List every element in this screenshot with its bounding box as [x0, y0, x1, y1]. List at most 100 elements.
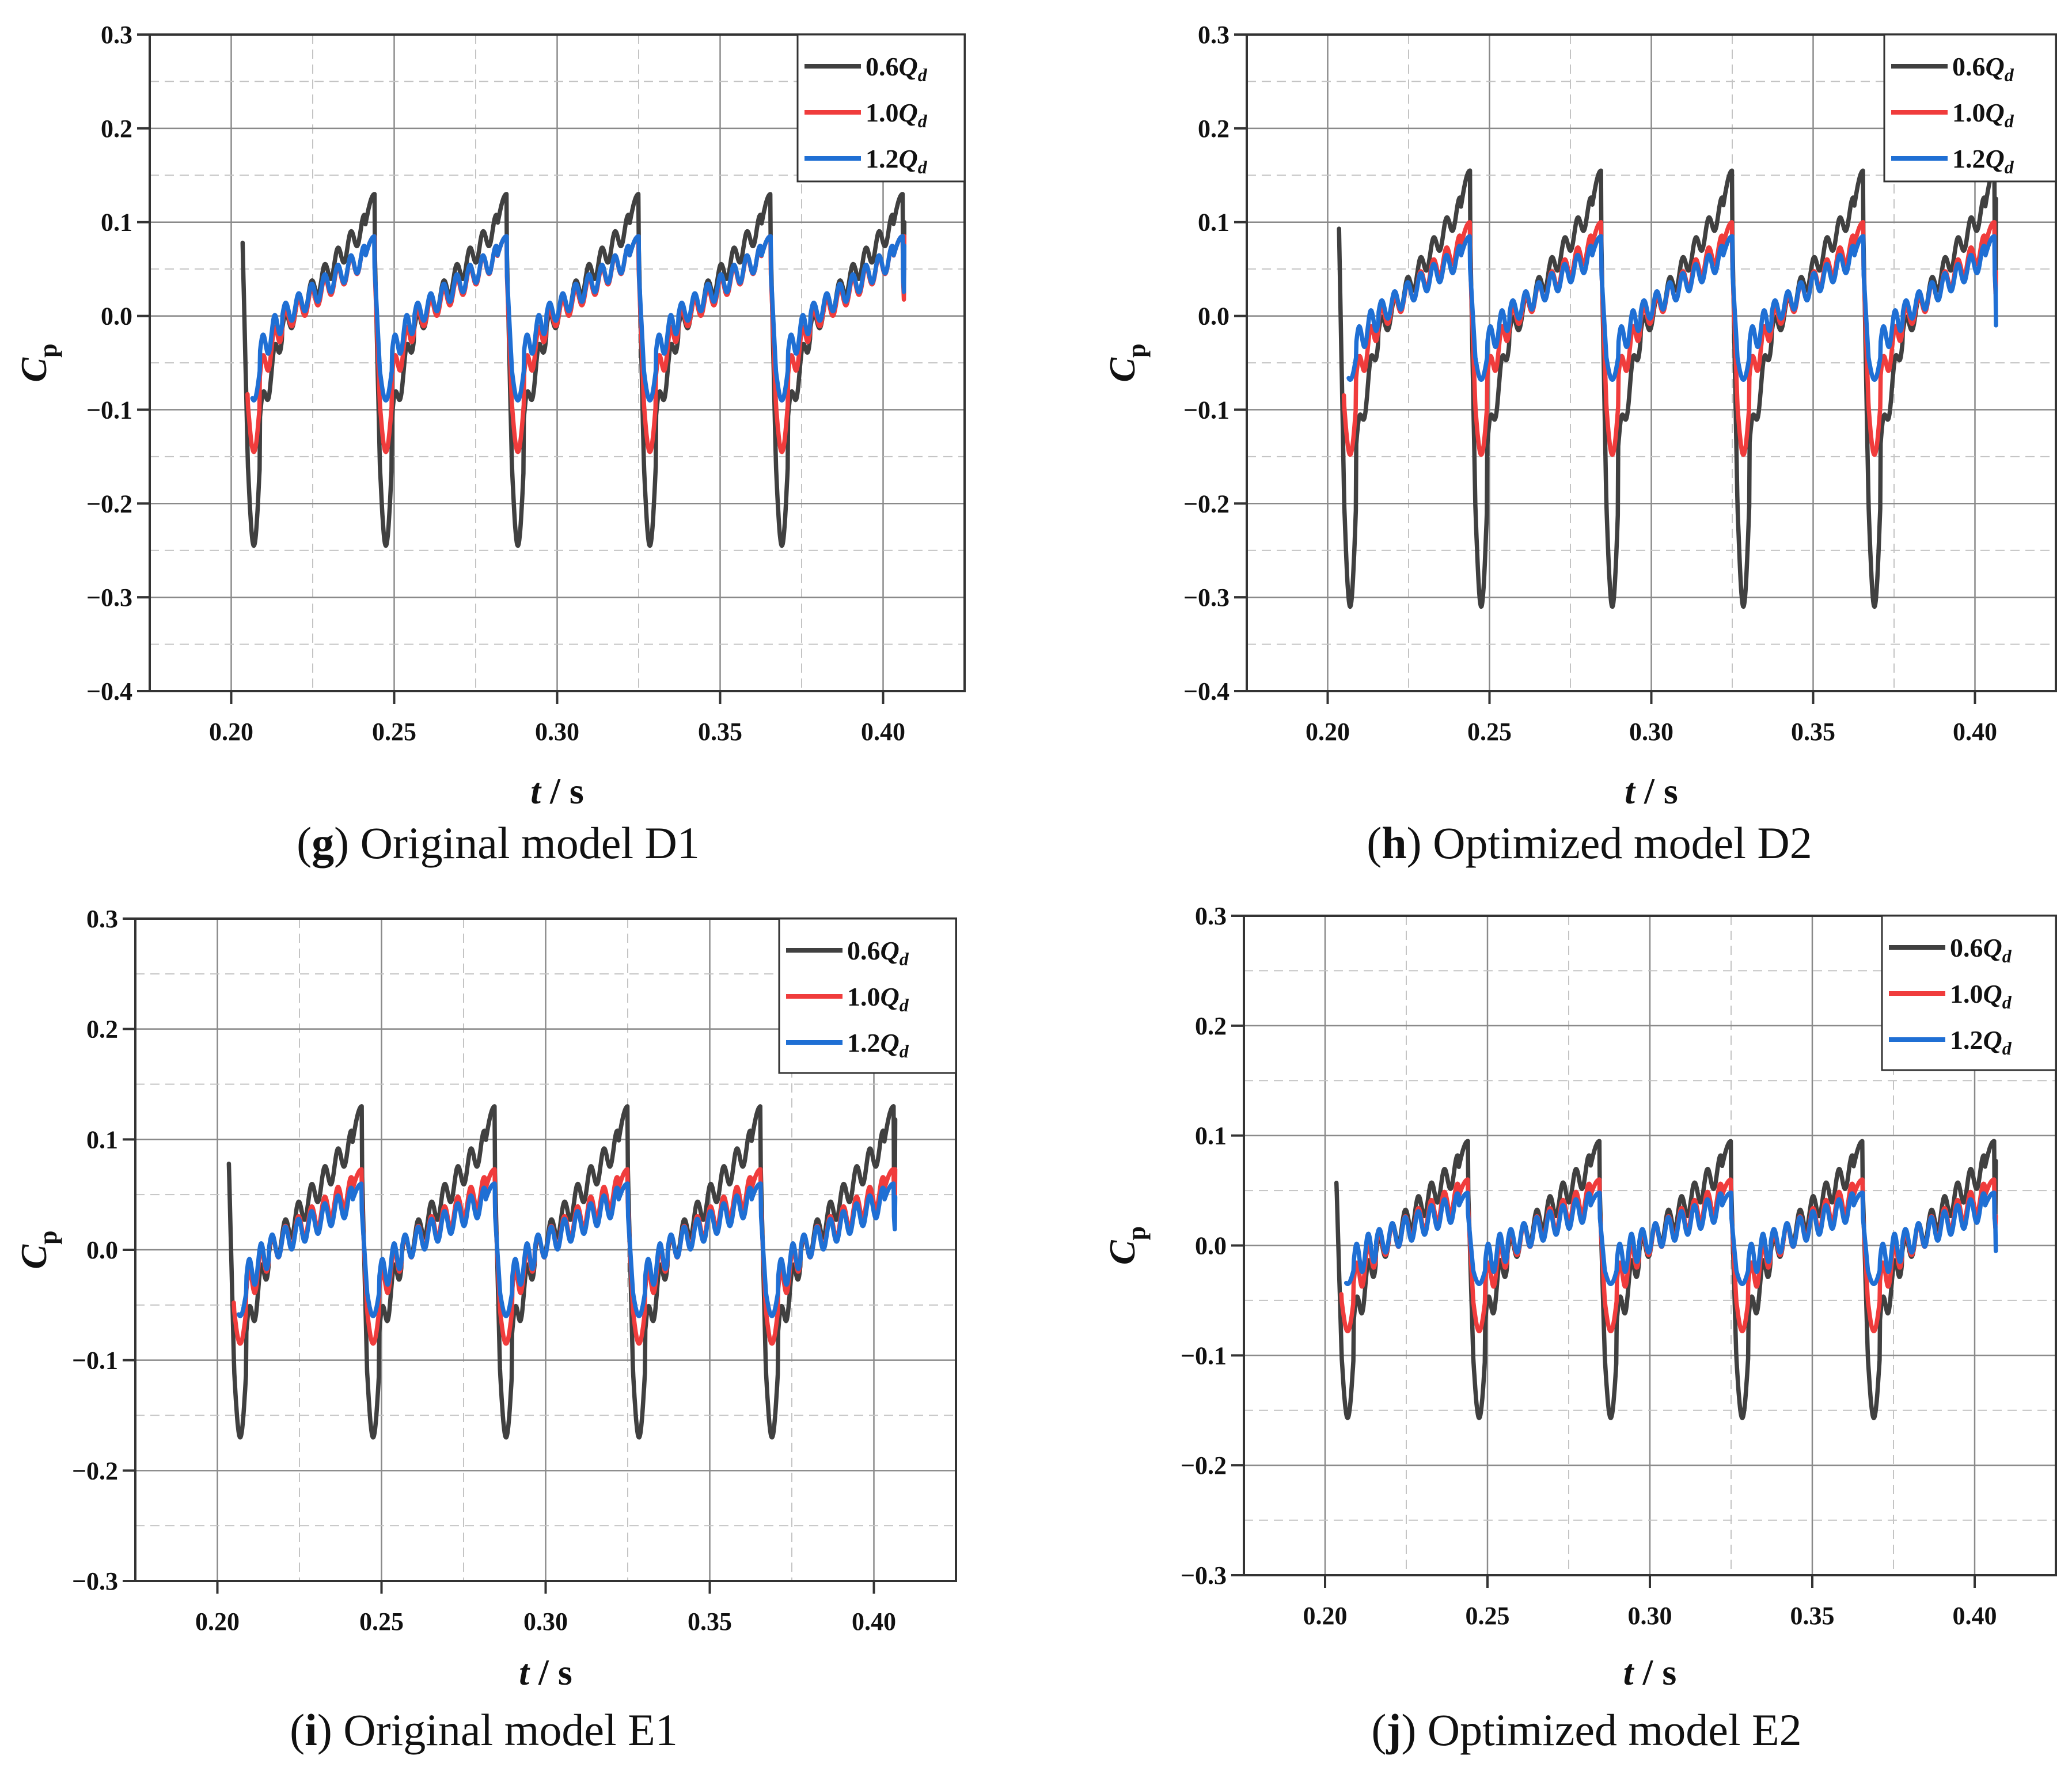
- series-line-0.6Qd: [226, 1104, 898, 1440]
- x-tick-label: 0.40: [852, 1607, 896, 1636]
- panel-caption: (g) Original model D1: [297, 818, 700, 868]
- x-axis-title-var: t: [1625, 771, 1636, 812]
- y-axis-title: Cp: [13, 343, 62, 382]
- x-tick-label: 0.20: [1303, 1602, 1348, 1630]
- x-tick-label: 0.40: [861, 718, 905, 746]
- panel-caption: (j) Optimized model E2: [1371, 1705, 1801, 1755]
- legend-label-0.6Qd: 0.6Qd: [847, 936, 909, 969]
- legend-label-1.0Qd: 1.0Qd: [866, 98, 928, 131]
- y-tick-label: 0.2: [1198, 115, 1229, 143]
- legend-label-q: Q: [1983, 979, 2002, 1008]
- y-tick-label: −0.1: [86, 396, 132, 424]
- caption-paren: (: [1367, 818, 1382, 868]
- series-line-1.0Qd: [1341, 219, 1998, 457]
- legend-label-sub: d: [2005, 111, 2014, 131]
- legend-label-num: 1.0: [866, 98, 899, 127]
- legend-label-num: 1.2: [847, 1028, 881, 1057]
- y-axis-title: Cp: [13, 1230, 62, 1269]
- legend-label-sub: d: [918, 65, 928, 85]
- y-axis-title-var: C: [13, 1244, 54, 1269]
- legend-label-q: Q: [1986, 98, 2005, 127]
- y-tick-label: −0.4: [86, 677, 132, 706]
- grid: [150, 33, 965, 692]
- y-tick-label: −0.2: [72, 1457, 118, 1485]
- caption-paren: (: [1371, 1705, 1386, 1755]
- legend-label-q: Q: [1983, 1025, 2002, 1055]
- legend-label-q: Q: [1986, 144, 2005, 173]
- y-tick-label: −0.3: [72, 1567, 118, 1595]
- legend-label-0.6Qd: 0.6Qd: [1950, 933, 2012, 966]
- y-tick-label: 0.1: [1195, 1122, 1227, 1150]
- caption-letter: i: [305, 1705, 317, 1755]
- x-axis-title: t / s: [519, 1652, 572, 1693]
- legend-label-sub: d: [900, 995, 909, 1015]
- legend-label-sub: d: [900, 1041, 909, 1061]
- y-tick-label: −0.2: [86, 490, 132, 518]
- y-axis-title-sub: p: [34, 343, 62, 357]
- caption-text: ) Optimized model E2: [1401, 1705, 1801, 1755]
- series-line-1.0Qd: [232, 1167, 898, 1346]
- y-tick-label: −0.1: [1183, 396, 1229, 424]
- x-tick-label: 0.20: [195, 1607, 240, 1636]
- caption-letter: j: [1386, 1705, 1401, 1755]
- series-line-0.6Qd: [240, 192, 907, 548]
- legend-label-1.2Qd: 1.2Qd: [866, 144, 928, 177]
- series-line-1.2Qd: [1346, 234, 1998, 382]
- y-axis-title: Cp: [1102, 343, 1151, 382]
- caption-paren: (: [297, 818, 312, 868]
- x-tick-label: 0.30: [523, 1607, 568, 1636]
- y-tick-label: 0.1: [86, 1125, 118, 1154]
- legend-label-q: Q: [899, 144, 918, 173]
- x-tick-label: 0.30: [535, 718, 579, 746]
- panel-j: 0.20 0.25 0.30 0.35 0.40 −0.3 −0.2 −0.1 0.0 0.1 0.…: [1102, 902, 2057, 1755]
- x-tick-label: 0.40: [1953, 718, 1997, 746]
- legend-label-q: Q: [881, 1028, 900, 1057]
- legend-label-1.2Qd: 1.2Qd: [1952, 144, 2014, 177]
- x-axis-title-unit: / s: [1635, 771, 1678, 812]
- legend-label-1.0Qd: 1.0Qd: [1952, 98, 2014, 131]
- legend-label-num: 0.6: [847, 936, 881, 965]
- y-tick-label: 0.0: [1198, 302, 1229, 331]
- y-tick-label: −0.1: [72, 1347, 118, 1375]
- legend-label-sub: d: [2002, 946, 2012, 966]
- x-tick-label: 0.40: [1953, 1602, 1997, 1630]
- x-tick-label: 0.30: [1629, 718, 1673, 746]
- caption-text: ) Original model E1: [317, 1705, 678, 1755]
- x-axis-title: t / s: [1625, 771, 1678, 812]
- y-tick-label: 0.3: [1198, 21, 1229, 49]
- panel-i: 0.20 0.25 0.30 0.35 0.40 −0.3 −0.2 −0.1 0.0 0.1 0.…: [13, 905, 957, 1755]
- series-line-1.2Qd: [236, 1181, 898, 1318]
- y-tick-label: 0.2: [1195, 1012, 1227, 1040]
- x-tick-label: 0.35: [698, 718, 742, 746]
- x-tick-label: 0.35: [1790, 1602, 1835, 1630]
- y-tick-label: 0.2: [101, 115, 132, 143]
- legend-label-1.2Qd: 1.2Qd: [1950, 1025, 2012, 1059]
- legend-label-1.0Qd: 1.0Qd: [1950, 979, 2012, 1013]
- x-axis-title-var: t: [530, 771, 542, 812]
- caption-letter: g: [312, 818, 334, 868]
- x-tick-label: 0.25: [1467, 718, 1512, 746]
- series-line-0.6Qd: [1337, 168, 1998, 609]
- caption-text: ) Original model D1: [334, 818, 700, 868]
- legend-label-num: 1.0: [1950, 979, 1983, 1008]
- y-tick-label: 0.0: [101, 302, 132, 331]
- legend-label-q: Q: [1986, 52, 2005, 81]
- y-tick-label: −0.3: [1181, 1561, 1227, 1590]
- y-tick-label: −0.3: [1183, 583, 1229, 612]
- legend-label-num: 1.2: [866, 144, 899, 173]
- legend-label-q: Q: [1983, 933, 2002, 962]
- y-tick-label: 0.0: [1195, 1232, 1227, 1260]
- y-axis-title-sub: p: [1122, 1226, 1151, 1240]
- y-tick-label: 0.1: [1198, 208, 1229, 237]
- x-axis-title-var: t: [1623, 1652, 1635, 1693]
- legend-label-num: 1.2: [1952, 144, 1986, 173]
- y-axis-title-var: C: [1102, 1239, 1143, 1265]
- y-tick-label: 0.3: [101, 21, 132, 49]
- y-axis-title-sub: p: [34, 1230, 62, 1244]
- y-tick-label: −0.4: [1183, 677, 1229, 706]
- y-axis-title-sub: p: [1122, 343, 1151, 357]
- legend-label-num: 0.6: [1950, 933, 1983, 962]
- x-tick-label: 0.35: [1791, 718, 1835, 746]
